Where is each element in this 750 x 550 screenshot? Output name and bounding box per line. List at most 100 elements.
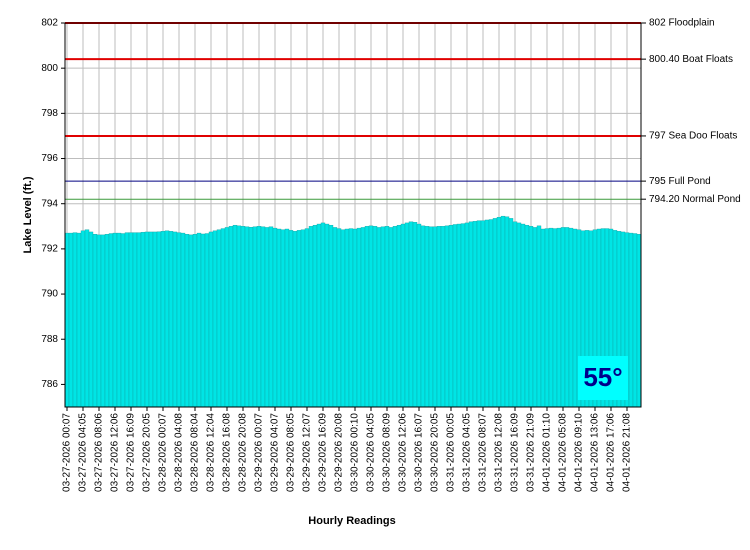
- bar: [88, 231, 94, 408]
- bar: [476, 220, 482, 408]
- bar: [128, 232, 134, 408]
- y-tick-label: 792: [41, 244, 58, 255]
- x-tick-label: 03-29-2026 04:07: [270, 413, 281, 492]
- bar: [184, 234, 190, 408]
- x-axis-title: Hourly Readings: [308, 515, 395, 527]
- bar: [312, 224, 318, 408]
- bar: [448, 224, 454, 408]
- bar: [68, 232, 74, 408]
- x-tick-label: 04-01-2026 13:06: [590, 413, 601, 492]
- bar: [92, 234, 98, 408]
- y-tick-label: 786: [41, 379, 58, 390]
- bar: [132, 232, 138, 408]
- bar: [80, 230, 86, 408]
- x-tick-label: 03-28-2026 12:04: [206, 413, 217, 492]
- bar: [440, 226, 446, 408]
- bar: [228, 226, 234, 408]
- x-tick-label: 03-27-2026 00:07: [62, 413, 73, 492]
- bar: [176, 232, 182, 408]
- x-tick-label: 03-31-2026 00:05: [446, 413, 457, 492]
- bar: [200, 233, 206, 408]
- x-tick-label: 03-28-2026 16:08: [222, 413, 233, 492]
- x-tick-label: 03-27-2026 04:05: [78, 413, 89, 492]
- x-tick-label: 03-28-2026 08:04: [190, 413, 201, 492]
- bar: [628, 232, 634, 408]
- x-tick-label: 04-01-2026 05:08: [558, 413, 569, 492]
- bar: [552, 228, 558, 408]
- x-tick-label: 03-30-2026 04:05: [366, 413, 377, 492]
- bar: [516, 222, 522, 408]
- reference-label: 800.40 Boat Floats: [649, 54, 733, 65]
- bar: [180, 232, 186, 408]
- x-tick-label: 03-31-2026 16:09: [510, 413, 521, 492]
- bar: [240, 226, 246, 408]
- x-tick-label: 03-27-2026 12:06: [110, 413, 121, 492]
- bar: [416, 223, 422, 408]
- bar: [204, 233, 210, 408]
- bar: [144, 231, 150, 408]
- bar: [556, 227, 562, 408]
- bar: [524, 224, 530, 408]
- bar: [520, 223, 526, 408]
- bar: [472, 221, 478, 408]
- x-tick-label: 03-27-2026 20:05: [142, 413, 153, 492]
- bar: [432, 226, 438, 408]
- bar: [112, 232, 118, 408]
- bar: [536, 225, 542, 408]
- bar: [372, 226, 378, 408]
- bar: [528, 226, 534, 408]
- bar: [452, 224, 458, 408]
- bar: [512, 221, 518, 408]
- bar: [384, 226, 390, 408]
- bar: [116, 232, 122, 408]
- x-tick-label: 03-31-2026 12:08: [494, 413, 505, 492]
- bar: [216, 229, 222, 408]
- x-tick-label: 03-28-2026 04:08: [174, 413, 185, 492]
- bar: [196, 232, 202, 408]
- bar: [96, 234, 102, 408]
- bar: [256, 226, 262, 408]
- x-tick-label: 03-29-2026 12:07: [302, 413, 313, 492]
- x-tick-label: 03-30-2026 16:07: [414, 413, 425, 492]
- bar: [296, 230, 302, 408]
- reference-label: 797 Sea Doo Floats: [649, 131, 737, 142]
- bar: [408, 221, 414, 408]
- bar: [480, 220, 486, 408]
- bar: [572, 228, 578, 408]
- x-tick-label: 04-01-2026 17:06: [606, 413, 617, 492]
- bar: [264, 227, 270, 408]
- bar: [232, 224, 238, 408]
- bar: [380, 226, 386, 408]
- x-tick-label: 03-31-2026 21:09: [526, 413, 537, 492]
- bar: [272, 227, 278, 408]
- bar: [72, 232, 78, 408]
- bar: [84, 229, 90, 408]
- bar: [356, 227, 362, 408]
- bar: [76, 232, 82, 408]
- bar: [276, 228, 282, 408]
- bar: [160, 231, 166, 408]
- bar: [364, 226, 370, 408]
- bar: [220, 228, 226, 408]
- bar: [244, 226, 250, 408]
- bar: [188, 234, 194, 408]
- x-tick-label: 03-30-2026 08:09: [382, 413, 393, 492]
- bar: [340, 229, 346, 408]
- bar: [548, 227, 554, 408]
- y-tick-label: 794: [41, 198, 58, 209]
- bar: [64, 232, 70, 408]
- plot-frame: [64, 22, 642, 408]
- x-tick-label: 04-01-2026 01:10: [542, 413, 553, 492]
- x-tick-label: 03-29-2026 00:07: [254, 413, 265, 492]
- bar: [376, 227, 382, 408]
- bar: [156, 231, 162, 408]
- x-tick-label: 03-29-2026 16:09: [318, 413, 329, 492]
- bar: [360, 227, 366, 408]
- bar: [208, 231, 214, 408]
- reference-label: 795 Full Pond: [649, 176, 711, 187]
- bar: [496, 217, 502, 408]
- bar: [388, 227, 394, 408]
- bar: [508, 218, 514, 408]
- y-tick-label: 800: [41, 63, 58, 74]
